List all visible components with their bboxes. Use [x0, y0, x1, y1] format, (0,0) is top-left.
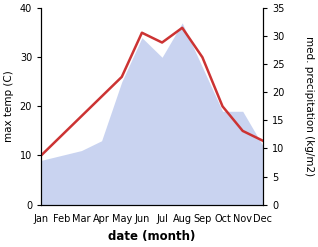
X-axis label: date (month): date (month) — [108, 230, 196, 243]
Y-axis label: med. precipitation (kg/m2): med. precipitation (kg/m2) — [304, 36, 314, 176]
Y-axis label: max temp (C): max temp (C) — [4, 70, 14, 142]
